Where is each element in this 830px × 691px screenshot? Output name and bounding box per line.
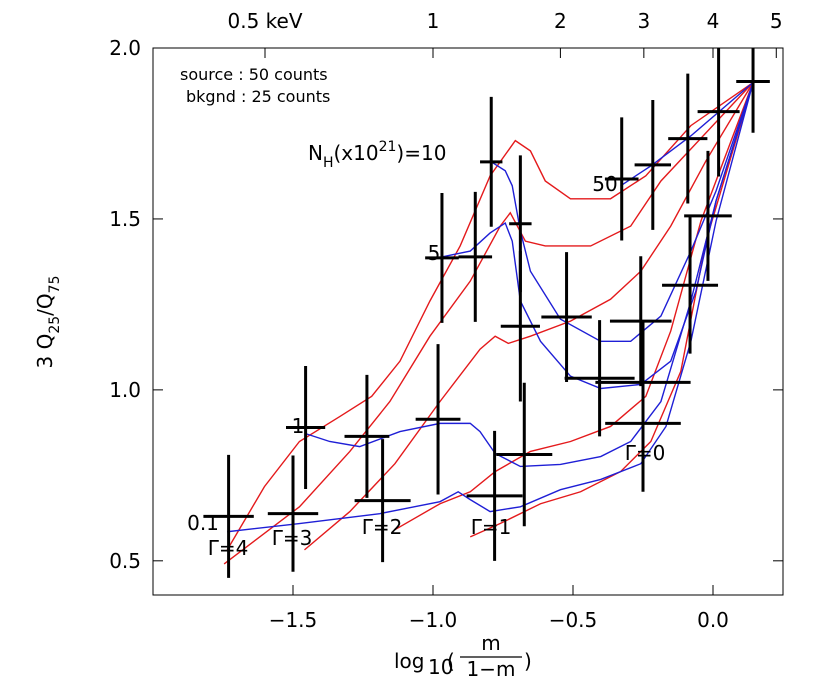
text-part: H [323, 155, 334, 171]
annotation: bkgnd : 25 counts [186, 87, 330, 106]
text-part: 21 [379, 139, 397, 155]
x2-tick-label: 4 [707, 9, 720, 33]
model-curve [620, 81, 754, 187]
y-axis-label: 3 Q25/Q75 [33, 276, 63, 369]
x-label-sub: 10 [428, 655, 453, 679]
x2-tick-label: 3 [637, 9, 650, 33]
model-curve [227, 82, 754, 533]
text-part: )=10 [396, 141, 446, 165]
text-part: 3 Q [33, 334, 57, 369]
curve-label: 5 [428, 241, 441, 265]
curve-label: 0.1 [187, 511, 219, 535]
model-curve [305, 82, 754, 468]
model-curve [490, 82, 754, 343]
text-part: (x10 [334, 141, 379, 165]
curve-label: NH(x1021)=10 [308, 139, 446, 171]
text-part: 25 [47, 316, 63, 334]
y-tick-label: 1.5 [109, 207, 141, 231]
model-curve [441, 82, 754, 390]
model-curve [469, 82, 754, 538]
y-tick-label: 0.5 [109, 549, 141, 573]
text-part: /Q [33, 293, 57, 315]
x-label-close: ) [524, 649, 532, 673]
plot-area [203, 48, 770, 578]
curve-label: Γ=4 [208, 536, 249, 560]
x-tick-label: −1.5 [269, 608, 318, 632]
model-curve [223, 82, 754, 565]
x-tick-label: −0.5 [549, 608, 598, 632]
text-part: N [308, 141, 323, 165]
model-curve [394, 82, 754, 531]
curve-label: Γ=3 [272, 526, 313, 550]
curve-label: 1 [292, 414, 305, 438]
x2-tick-label: 0.5 keV [227, 9, 302, 33]
x2-tick-label: 5 [770, 9, 783, 33]
x-label-open: ( [447, 649, 455, 673]
x-label-den: 1−m [467, 657, 516, 681]
x-label-log: log [394, 649, 425, 673]
plot-frame [152, 47, 784, 596]
x-tick-label: 0.0 [697, 608, 729, 632]
y-tick-label: 2.0 [109, 36, 141, 60]
x-label-num: m [481, 631, 500, 655]
y-tick-label: 1.0 [109, 378, 141, 402]
x-tick-label: −1.0 [409, 608, 458, 632]
curve-label: Γ=0 [625, 441, 666, 465]
x2-tick-label: 1 [427, 9, 440, 33]
text-part: 75 [47, 276, 63, 294]
curve-label: Γ=2 [362, 515, 403, 539]
curve-label: 50 [592, 172, 617, 196]
curve-label: Γ=1 [471, 515, 512, 539]
annotation: source : 50 counts [180, 65, 328, 84]
x2-tick-label: 2 [554, 9, 567, 33]
